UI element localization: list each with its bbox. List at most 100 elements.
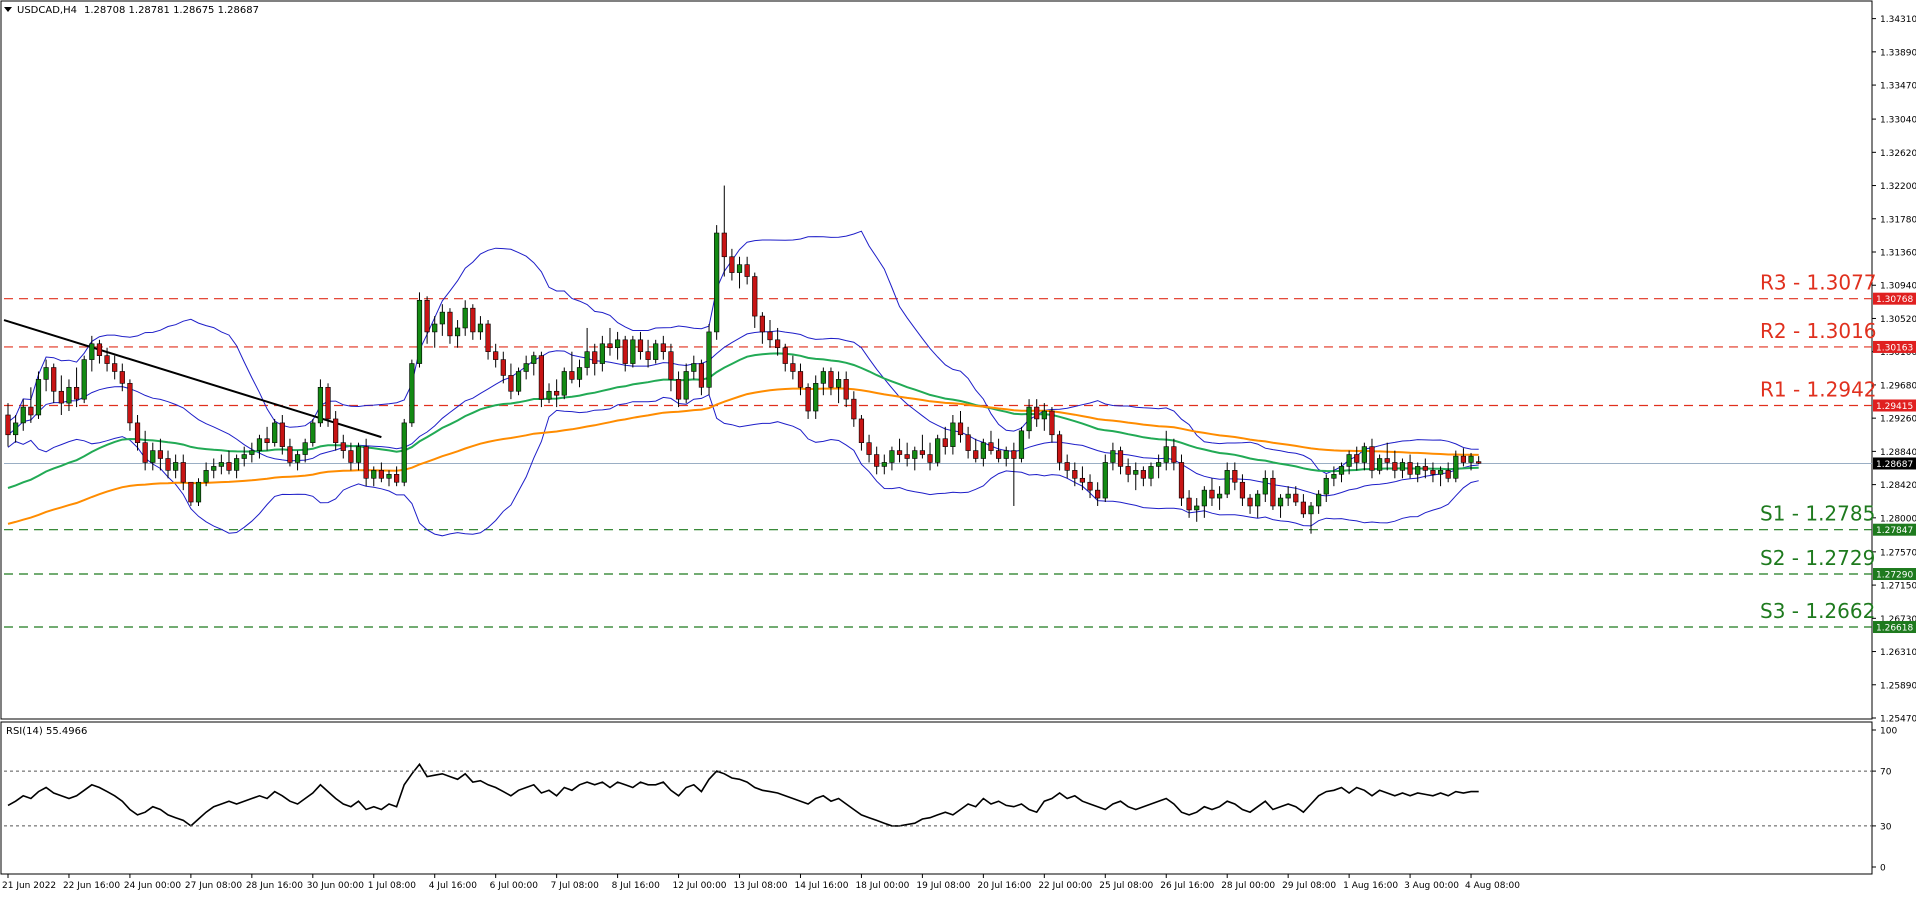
candle-body-bull	[13, 422, 19, 436]
candle	[439, 304, 445, 336]
candle-body-bear	[851, 398, 857, 420]
candle-body-bull	[218, 462, 224, 467]
candle	[1437, 466, 1444, 487]
time-tick-label: 28 Jul 00:00	[1221, 881, 1275, 891]
candle	[561, 367, 567, 400]
candle	[1247, 494, 1253, 514]
candle-body-bear	[790, 363, 796, 372]
candle	[942, 426, 948, 455]
rsi-tick-label: 30	[1880, 822, 1892, 832]
main-pane-frame	[0, 0, 1873, 720]
price-tick-label: 1.30940	[1880, 282, 1916, 292]
candle	[1072, 462, 1078, 487]
candle-body-bear	[119, 371, 125, 384]
candle	[957, 411, 964, 443]
candle-body-bear	[866, 442, 872, 455]
candle	[35, 371, 42, 419]
price-tick-label: 1.26730	[1880, 615, 1916, 625]
level-label-r2: R2 - 1.3016	[1760, 319, 1877, 343]
candle-body-bear	[485, 323, 491, 352]
candle-body-bear	[188, 481, 194, 503]
price-tick-label: 1.31360	[1880, 249, 1916, 259]
candle-body-bull	[736, 264, 743, 273]
time-tick-label: 26 Jul 16:00	[1160, 881, 1214, 891]
candle-body-bear	[1239, 481, 1246, 499]
candle-body-bull	[1102, 462, 1108, 499]
candle	[912, 446, 918, 471]
candle	[660, 335, 666, 360]
candle-body-bear	[721, 232, 727, 258]
candle	[1255, 490, 1261, 518]
price-tick-label: 1.33470	[1880, 82, 1916, 92]
candle	[576, 359, 583, 388]
price-tick-label: 1.26310	[1880, 648, 1916, 658]
price-tag-label: 1.27290	[1876, 571, 1913, 581]
candle	[470, 304, 476, 340]
candle-body-bear	[470, 307, 476, 333]
time-tick-label: 22 Jul 00:00	[1038, 881, 1092, 891]
candle-body-bull	[714, 232, 720, 333]
candle-body-bear	[1270, 477, 1276, 507]
candle-body-bull	[241, 454, 247, 459]
candle-body-bear	[569, 371, 575, 380]
candle-body-bull	[1468, 455, 1474, 463]
candle	[325, 383, 331, 427]
candle-body-bull	[386, 474, 392, 479]
level-labels: R3 - 1.3077 R2 - 1.3016 R1 - 1.2942 S1 - 1.…	[1760, 271, 1877, 623]
candle-body-bear	[538, 355, 544, 400]
candle	[1392, 450, 1398, 479]
price-tick-label: 1.32620	[1880, 149, 1916, 159]
candle-body-bear	[729, 256, 735, 273]
price-tick-label: 1.34310	[1880, 15, 1916, 25]
candle-body-bear	[843, 379, 849, 400]
time-tick-label: 21 Jun 2022	[2, 881, 56, 891]
candle	[1422, 458, 1428, 479]
candle-body-bear	[508, 375, 514, 392]
candle	[454, 320, 461, 348]
candle-body-bear	[134, 422, 141, 443]
candle	[20, 399, 26, 431]
time-tick-label: 8 Jul 16:00	[612, 881, 661, 891]
candle-body-bull	[317, 386, 324, 424]
collapse-triangle-icon[interactable]	[4, 7, 12, 12]
candle-body-bull	[1110, 450, 1116, 463]
candle	[234, 454, 240, 479]
candle	[1079, 466, 1086, 491]
candle	[394, 466, 400, 487]
candle	[843, 371, 849, 408]
candle-body-bull	[980, 442, 986, 459]
candle	[995, 438, 1002, 463]
candle	[950, 414, 956, 455]
candle-body-bull	[1262, 477, 1268, 495]
candle	[157, 438, 164, 471]
candle	[523, 355, 529, 380]
price-tick-label: 1.28420	[1880, 481, 1916, 491]
candle	[1224, 462, 1230, 499]
candle-body-bull	[43, 367, 49, 380]
candle	[1407, 454, 1413, 479]
candle	[1331, 466, 1337, 487]
candle-body-bear	[973, 450, 979, 459]
candle	[1308, 502, 1314, 534]
candle	[1384, 442, 1390, 471]
candle	[416, 292, 423, 368]
price-axis: 1.34310 1.33890 1.33470 1.33040 1.32620 1.322…	[1872, 15, 1916, 725]
time-tick-label: 12 Jul 00:00	[673, 881, 727, 891]
rsi-pane-frame	[0, 721, 1873, 875]
candle	[691, 355, 697, 380]
candle-body-bear	[775, 339, 781, 349]
candle	[797, 363, 804, 396]
price-tick-label: 1.32200	[1880, 182, 1916, 192]
candle-body-bear	[112, 363, 118, 372]
candle-body-bear	[1117, 450, 1124, 467]
candle	[1361, 442, 1367, 471]
candle	[348, 442, 354, 471]
candle	[1186, 490, 1192, 518]
candle	[1148, 462, 1154, 487]
level-label-r1: R1 - 1.2942	[1760, 377, 1877, 401]
time-tick-label: 4 Aug 08:00	[1465, 881, 1520, 891]
candle-body-bull	[234, 458, 240, 471]
candle-body-bull	[203, 470, 209, 483]
candle-body-bull	[195, 481, 202, 503]
